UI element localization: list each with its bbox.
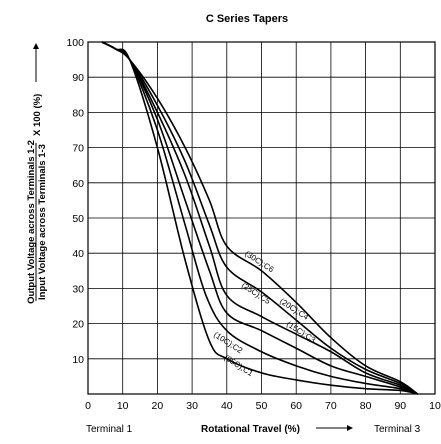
x-tick-label: 0 (85, 400, 91, 412)
chart-title: C Series Tapers (206, 13, 288, 25)
x-tick-label: 10 (429, 400, 441, 412)
y-tick-label: 80 (72, 107, 84, 119)
x-tick-label: 70 (325, 400, 337, 412)
x-tick-label: 40 (221, 400, 233, 412)
curve-c6 (101, 41, 419, 395)
x-tick-label: 10 (117, 400, 129, 412)
x-tick-label: 80 (360, 400, 372, 412)
curve-label-c5: (25C);C5 (240, 281, 273, 307)
y-label-denominator: Input Voltage across Terminals 1-3 (37, 144, 48, 300)
y-tick-label: 20 (72, 319, 84, 331)
y-tick-label: 10 (72, 354, 84, 366)
x-axis-label: Rotational Travel (%) (201, 424, 300, 435)
x-tick-label: 90 (394, 400, 406, 412)
x-tick-label: 30 (186, 400, 198, 412)
terminal-1-label: Terminal 1 (86, 424, 133, 435)
y-tick-label: 60 (72, 178, 84, 190)
curves (101, 41, 419, 395)
y-tick-label: 50 (72, 213, 84, 225)
y-tick-label: 40 (72, 248, 84, 260)
y-tick-label: 90 (72, 72, 84, 84)
y-tick-label: 100 (66, 37, 84, 49)
grid (88, 42, 435, 394)
y-axis-label: Output Voltage across Terminals 1-2 Inpu… (26, 43, 48, 304)
terminal-3-label: Terminal 3 (374, 424, 421, 435)
x-tick-label: 60 (290, 400, 302, 412)
y-label-numerator: Output Voltage across Terminals 1-2 (26, 140, 37, 304)
curve-label-c1: (05C);C1 (223, 353, 256, 379)
x-tick-labels: 0 10 20 30 40 50 60 70 80 90 10 (85, 400, 441, 412)
x-tick-label: 50 (256, 400, 268, 412)
y-label-suffix: X 100 (%) (32, 94, 43, 136)
plot-frame (87, 41, 436, 395)
x-tick-label: 20 (152, 400, 164, 412)
y-tick-label: 70 (72, 143, 84, 155)
y-tick-label: 30 (72, 283, 84, 295)
curve-label-c2: (10C);C2 (212, 330, 245, 356)
y-tick-labels: 10 20 30 40 50 60 70 80 90 100 (66, 37, 84, 366)
